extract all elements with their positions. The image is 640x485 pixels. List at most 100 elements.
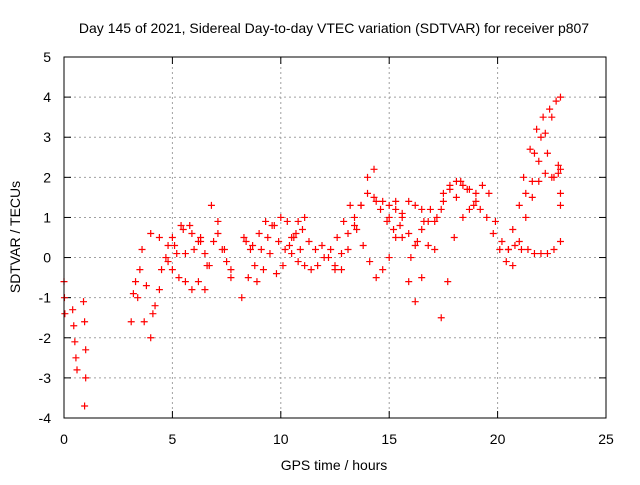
y-axis-label: SDTVAR / TECUs: [7, 181, 23, 293]
data-point: [168, 266, 176, 274]
data-point: [546, 105, 554, 113]
data-point: [279, 262, 287, 270]
data-point: [377, 205, 385, 213]
y-tick-label: 1: [43, 209, 51, 225]
data-point: [446, 181, 454, 189]
data-point: [164, 258, 172, 266]
tick-labels: 0 5 10 15 20 25 -4 -3 -2 -1 0 1 2 3 4 5: [39, 49, 614, 447]
data-point: [520, 173, 528, 181]
data-point: [351, 221, 359, 229]
data-point: [537, 133, 545, 141]
data-point: [142, 282, 150, 290]
data-point: [298, 225, 306, 233]
data-point: [528, 193, 536, 201]
data-point: [155, 286, 163, 294]
data-point: [194, 238, 202, 246]
data-point: [138, 246, 146, 254]
data-point: [227, 274, 235, 282]
data-point: [353, 225, 361, 233]
data-point: [459, 213, 467, 221]
data-point: [431, 217, 439, 225]
data-point: [240, 234, 248, 241]
data-point: [177, 221, 185, 229]
x-axis-label: GPS time / hours: [281, 457, 388, 473]
series-track-6: [238, 213, 304, 302]
chart-title: Day 145 of 2021, Sidereal Day-to-day VTE…: [79, 20, 589, 36]
data-point: [413, 238, 421, 246]
data-point: [69, 306, 77, 314]
data-point: [264, 234, 272, 241]
data-point: [385, 254, 393, 262]
x-tick-label: 5: [169, 431, 177, 447]
data-point: [472, 197, 480, 205]
data-point: [405, 229, 413, 237]
data-point: [511, 242, 519, 250]
data-point: [288, 250, 296, 258]
data-point: [344, 246, 352, 254]
data-point: [398, 209, 406, 217]
y-tick-label: -1: [39, 290, 52, 306]
series-track-21: [522, 113, 564, 209]
x-tick-label: 25: [598, 431, 614, 447]
data-point: [194, 278, 202, 286]
data-point: [314, 262, 322, 270]
data-point: [465, 205, 473, 213]
data-point: [431, 246, 439, 254]
data-point: [405, 197, 413, 205]
data-point: [496, 246, 504, 254]
data-point: [214, 229, 222, 237]
data-point: [275, 238, 283, 246]
data-point: [181, 278, 189, 286]
data-point: [223, 258, 231, 266]
data-point: [556, 238, 564, 246]
series-track-22: [530, 133, 564, 197]
data-point: [515, 201, 523, 209]
data-point: [439, 189, 447, 197]
data-point: [149, 310, 157, 318]
data-point: [543, 250, 551, 258]
y-tick-label: 4: [43, 89, 51, 105]
series-track-13: [372, 197, 445, 306]
data-point: [392, 197, 400, 205]
data-point: [359, 242, 367, 250]
data-point: [392, 234, 400, 241]
y-tick-label: -3: [39, 370, 52, 386]
data-point: [370, 165, 378, 173]
data-point: [491, 217, 499, 225]
data-point: [509, 262, 517, 270]
data-point: [81, 318, 89, 326]
data-point: [249, 242, 257, 250]
data-point: [396, 221, 404, 229]
series-track-15: [407, 177, 480, 262]
data-point: [537, 250, 545, 258]
data-point: [82, 346, 90, 354]
data-point: [171, 242, 179, 250]
data-point: [556, 189, 564, 197]
data-point: [405, 278, 413, 286]
data-point: [331, 262, 339, 270]
data-point: [294, 258, 302, 266]
data-point: [550, 173, 558, 181]
data-point: [535, 177, 543, 185]
data-point: [201, 250, 209, 258]
data-point: [207, 201, 215, 209]
data-point: [175, 274, 183, 282]
data-point: [162, 254, 170, 262]
data-point: [214, 217, 222, 225]
data-point: [452, 193, 460, 201]
data-point: [517, 246, 525, 254]
data-point: [288, 234, 296, 241]
series-track-7: [240, 229, 300, 286]
data-point: [433, 213, 441, 221]
data-point: [158, 266, 166, 274]
data-point: [541, 169, 549, 177]
data-point: [340, 217, 348, 225]
data-point: [535, 157, 543, 165]
data-point: [364, 173, 372, 181]
series-track-11: [331, 189, 404, 270]
data-point: [147, 229, 155, 237]
data-point: [450, 234, 458, 241]
series-track-14: [385, 197, 458, 322]
data-point: [530, 250, 538, 258]
